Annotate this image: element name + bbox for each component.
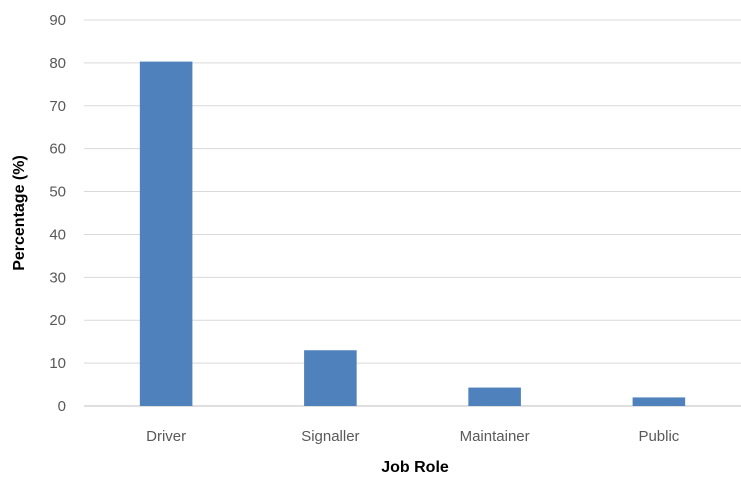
x-axis-title: Job Role — [381, 459, 449, 476]
x-tick-label: Driver — [146, 428, 186, 445]
bar-public — [632, 397, 686, 406]
y-axis-title: Percentage (%) — [11, 155, 28, 271]
y-tick-label: 40 — [49, 226, 66, 243]
y-tick-label: 60 — [49, 141, 66, 158]
y-tick-label: 20 — [49, 312, 66, 329]
bar-driver — [139, 61, 193, 406]
bar-signaller — [304, 350, 357, 406]
bars — [139, 61, 686, 406]
y-tick-label: 80 — [49, 55, 66, 72]
y-tick-label: 10 — [49, 355, 66, 372]
gridlines — [84, 19, 741, 407]
y-tick-label: 90 — [49, 12, 66, 29]
x-axis-ticks: Driver Signaller Maintainer Public — [146, 428, 680, 445]
y-tick-label: 30 — [49, 269, 66, 286]
y-tick-label: 70 — [49, 98, 66, 115]
bar-maintainer — [468, 387, 521, 406]
y-tick-label: 0 — [58, 398, 66, 415]
x-tick-label: Maintainer — [460, 428, 530, 445]
x-tick-label: Public — [638, 428, 679, 445]
y-axis-ticks: 0 10 20 30 40 50 60 70 80 90 — [49, 12, 66, 415]
y-tick-label: 50 — [49, 184, 66, 201]
x-tick-label: Signaller — [301, 428, 359, 445]
